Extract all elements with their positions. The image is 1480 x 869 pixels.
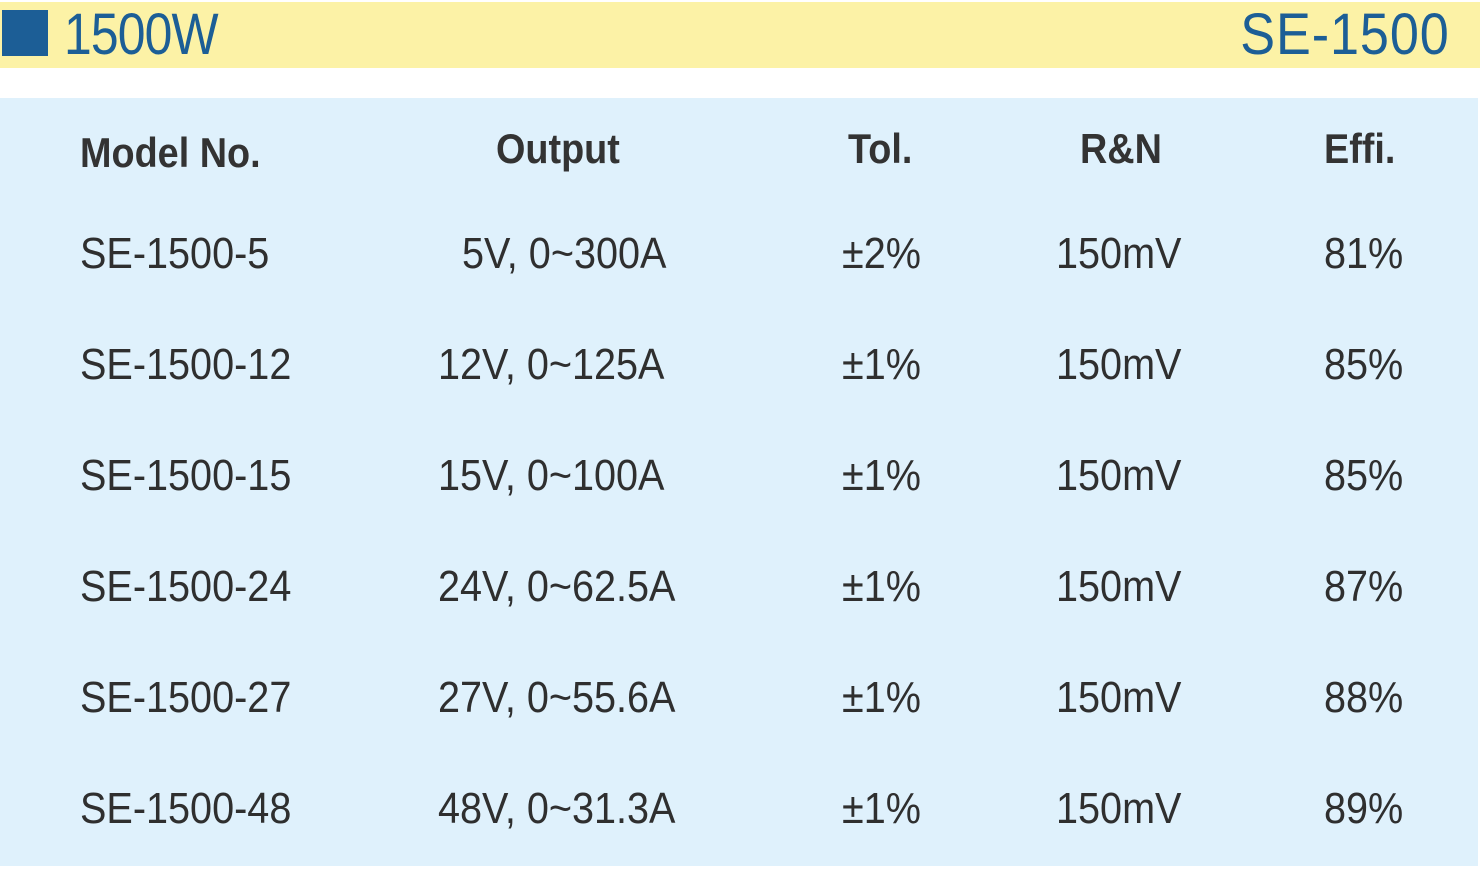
row-output: 48V, 0~31.3A xyxy=(438,784,676,833)
col-header-tol: Tol. xyxy=(848,125,913,172)
row-rn: 150mV xyxy=(1056,229,1182,278)
row-eff: 81% xyxy=(1324,229,1404,278)
row-rn: 150mV xyxy=(1056,340,1182,389)
row-rn: 150mV xyxy=(1056,784,1182,833)
row-eff: 85% xyxy=(1324,451,1404,500)
row-eff: 89% xyxy=(1324,784,1404,833)
series-title: SE-1500 xyxy=(1240,2,1450,67)
spec-table: Model No. Output Tol. R&N Effi. SE-1500-… xyxy=(0,98,1478,866)
col-header-rn: R&N xyxy=(1080,125,1162,172)
row-tol: ±2% xyxy=(842,229,921,278)
col-header-model: Model No. xyxy=(80,129,261,176)
col-header-output: Output xyxy=(496,125,620,172)
row-output: 5V, 0~300A xyxy=(462,229,667,278)
row-eff: 85% xyxy=(1324,340,1404,389)
row-eff: 88% xyxy=(1324,673,1404,722)
row-tol: ±1% xyxy=(842,340,921,389)
row-rn: 150mV xyxy=(1056,673,1182,722)
row-output: 15V, 0~100A xyxy=(438,451,665,500)
row-model: SE-1500-5 xyxy=(80,229,270,278)
row-model: SE-1500-15 xyxy=(80,451,292,500)
header-square-icon xyxy=(2,10,48,56)
row-eff: 87% xyxy=(1324,562,1404,611)
row-tol: ±1% xyxy=(842,784,921,833)
row-output: 24V, 0~62.5A xyxy=(438,562,676,611)
row-model: SE-1500-48 xyxy=(80,784,292,833)
row-tol: ±1% xyxy=(842,673,921,722)
row-tol: ±1% xyxy=(842,451,921,500)
row-rn: 150mV xyxy=(1056,451,1182,500)
wattage-title: 1500W xyxy=(64,2,219,67)
row-rn: 150mV xyxy=(1056,562,1182,611)
row-model: SE-1500-24 xyxy=(80,562,292,611)
row-output: 27V, 0~55.6A xyxy=(438,673,676,722)
row-model: SE-1500-27 xyxy=(80,673,292,722)
row-tol: ±1% xyxy=(842,562,921,611)
col-header-effi: Effi. xyxy=(1324,125,1396,172)
header-band xyxy=(0,2,1480,68)
row-output: 12V, 0~125A xyxy=(438,340,665,389)
row-model: SE-1500-12 xyxy=(80,340,292,389)
